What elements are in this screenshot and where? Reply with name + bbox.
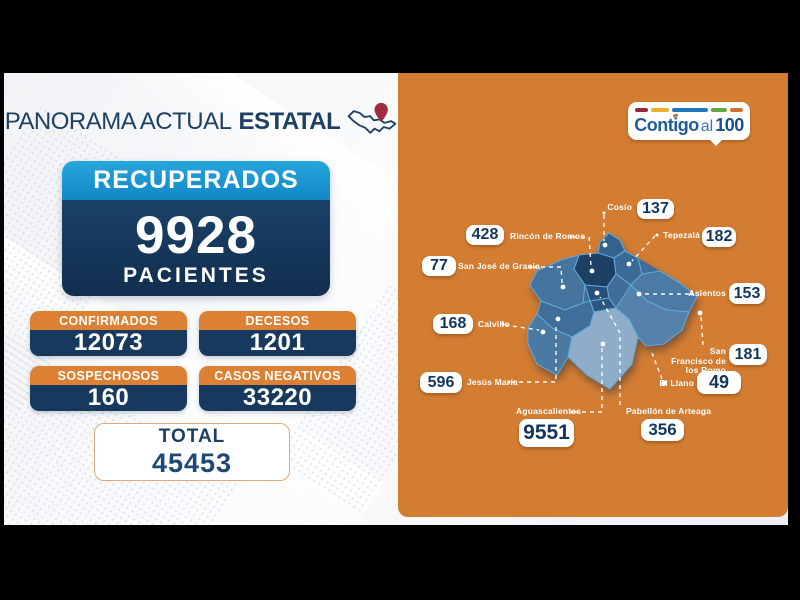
page-title: PANORAMA ACTUAL ESTATAL — [4, 101, 398, 143]
label-jesus-maria: Jesús María — [467, 377, 518, 387]
stat-label: CONFIRMADOS — [30, 311, 187, 330]
label-pabellon-de-arteaga: Pabellón de Arteaga — [626, 406, 712, 416]
recovered-unit: PACIENTES — [123, 263, 269, 287]
label-cosio: Cosío — [607, 202, 632, 212]
label-el-llano: El Llano — [659, 378, 694, 388]
recovered-body: 9928 PACIENTES — [62, 200, 330, 296]
total-value: 45453 — [151, 447, 233, 478]
stats-panel: PANORAMA ACTUAL ESTATAL RECUPERADOS 9928… — [4, 73, 398, 525]
logo-color-bars — [635, 108, 743, 112]
label-san-francisco-de-los-romo: San Francisco de los Romo — [671, 346, 726, 375]
page-title-regular: PANORAMA ACTUAL — [4, 108, 232, 135]
region-el-llano — [615, 284, 690, 347]
label-san-jose-de-gracia: San José de Gracia — [458, 261, 541, 271]
label-calvillo: Calvillo — [478, 319, 510, 329]
label-rincon-de-romos: Rincón de Romos — [510, 231, 586, 241]
badge-rincon-de-romos: 428 — [466, 225, 504, 245]
logo-speech-tail — [708, 139, 723, 153]
contigo-al-100-logo: Cont i go al 100 — [628, 102, 750, 146]
stat-value: 33220 — [199, 384, 356, 411]
page-title-bold: ESTATAL — [238, 108, 341, 135]
badge-jesus-maria: 596 — [420, 372, 462, 393]
stat-label: CASOS NEGATIVOS — [199, 366, 356, 385]
connector-lines — [504, 215, 704, 413]
label-aguascalientes: Aguascalientes — [516, 406, 582, 416]
label-asientos: Asientos — [688, 288, 726, 298]
stat-label: DECESOS — [199, 311, 356, 330]
stat-value: 1201 — [199, 329, 356, 356]
stat-casos-negativos: CASOS NEGATIVOS 33220 — [199, 366, 356, 411]
total-label: TOTAL — [158, 425, 226, 447]
badge-san-jose-de-gracia: 77 — [422, 256, 456, 276]
region-san-jose-de-gracia — [529, 254, 586, 311]
badge-tepezala: 182 — [702, 227, 736, 247]
total-box: TOTAL 45453 — [94, 423, 290, 481]
recovered-card: RECUPERADOS 9928 PACIENTES — [62, 161, 330, 296]
badge-calvillo: 168 — [433, 314, 473, 334]
mexico-pin-icon — [348, 102, 397, 134]
badge-aguascalientes: 9551 — [519, 419, 574, 447]
stat-value: 12073 — [30, 329, 187, 356]
badge-san-francisco-de-los-romo: 181 — [729, 344, 767, 365]
aguascalientes-map — [501, 211, 704, 414]
stat-value: 160 — [30, 384, 187, 411]
slide: PANORAMA ACTUAL ESTATAL RECUPERADOS 9928… — [4, 73, 788, 525]
recovered-value: 9928 — [135, 205, 257, 265]
badge-cosio: 137 — [637, 199, 674, 219]
badge-el-llano: 49 — [697, 371, 741, 394]
label-tepezala: Tepezalá — [663, 230, 700, 240]
municipality-dots — [501, 211, 703, 414]
logo-text: Cont i go al 100 — [634, 114, 744, 135]
stat-label: SOSPECHOSOS — [30, 366, 187, 385]
badge-asientos: 153 — [729, 283, 765, 304]
map-pin-icon — [374, 102, 389, 122]
map-panel: Cont i go al 100 — [398, 73, 788, 517]
stat-sospechosos: SOSPECHOSOS 160 — [30, 366, 187, 411]
recovered-header: RECUPERADOS — [62, 161, 330, 200]
badge-pabellon-de-arteaga: 356 — [641, 419, 684, 441]
stat-confirmados: CONFIRMADOS 12073 — [30, 311, 187, 356]
stat-decesos: DECESOS 1201 — [199, 311, 356, 356]
